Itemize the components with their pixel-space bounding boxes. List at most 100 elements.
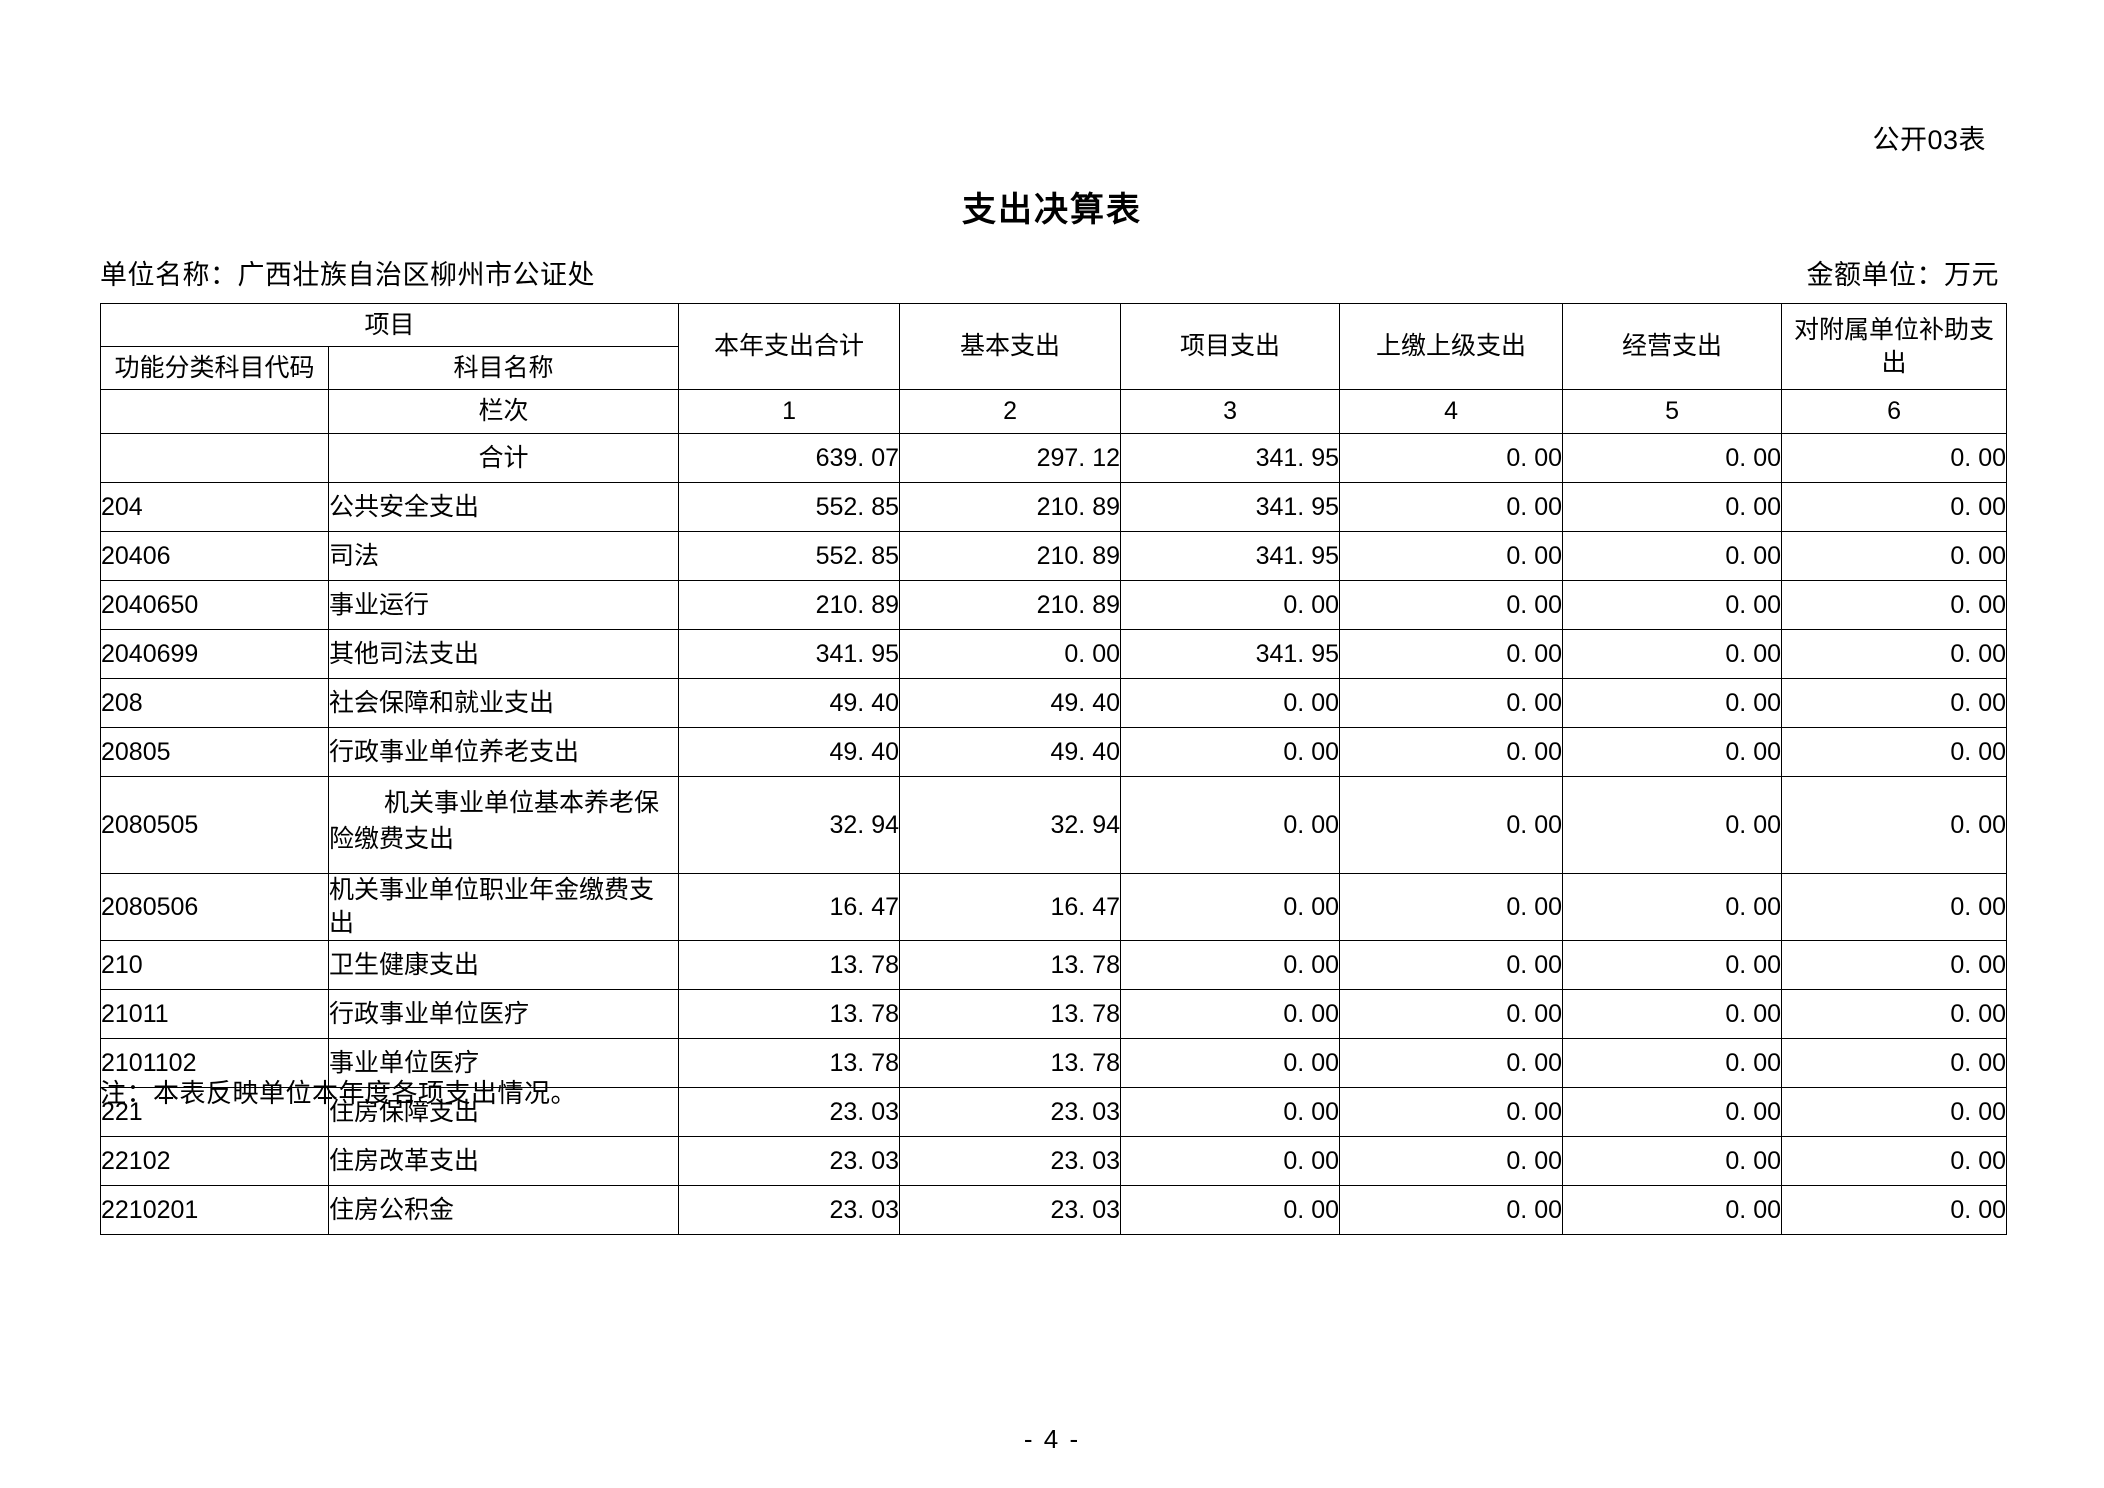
cell-value-col3: 0. 00 — [1120, 1087, 1341, 1137]
cell-value-col5: 0. 00 — [1562, 989, 1783, 1039]
page-number: - 4 - — [1023, 1424, 1081, 1454]
cell-value-col3: 0. 00 — [1120, 1185, 1341, 1235]
cell-value-col4: 0. 00 — [1339, 678, 1564, 728]
cell-value-col6: 0. 00 — [1781, 531, 2008, 581]
lane-row: 栏次 1 2 3 4 5 6 — [100, 389, 2008, 434]
cell-subject-name: 行政事业单位养老支出 — [327, 727, 680, 777]
cell-value-col5: 0. 00 — [1562, 433, 1783, 483]
cell-subject-name: 公共安全支出 — [327, 482, 680, 532]
header-function-code: 功能分类科目代码 — [100, 346, 329, 390]
cell-value-col5: 0. 00 — [1562, 1087, 1783, 1137]
header-col-6: 对附属单位补助支出 — [1781, 303, 2008, 390]
cell-value-col3: 0. 00 — [1120, 776, 1341, 874]
cell-subject-name: 事业单位医疗 — [327, 1038, 680, 1088]
cell-value-col4: 0. 00 — [1339, 776, 1564, 874]
cell-value-col3: 0. 00 — [1120, 678, 1341, 728]
cell-function-code: 22102 — [100, 1136, 329, 1186]
cell-value-col6: 0. 00 — [1781, 727, 2008, 777]
cell-value-col1: 210. 89 — [678, 580, 901, 630]
cell-subject-name: 住房公积金 — [327, 1185, 680, 1235]
header-col-5: 经营支出 — [1562, 303, 1783, 390]
cell-value-col6: 0. 00 — [1781, 1136, 2008, 1186]
table-row: 2210201 住房公积金 23. 03 23. 03 0. 00 0. 00 0. 00 0… — [100, 1185, 2008, 1235]
cell-subject-name: 机关事业单位基本养老保险缴费支出 — [327, 776, 680, 874]
table-body: 合计 639. 07 297. 12 341. 95 0. 00 0. 00 0. 00 20… — [100, 433, 2008, 1235]
cell-value-col5: 0. 00 — [1562, 531, 1783, 581]
table-note: 注：本表反映单位本年度各项支出情况。 — [100, 1078, 578, 1108]
table-row: 2040650 事业运行 210. 89 210. 89 0. 00 0. 00 0. 00… — [100, 580, 2008, 630]
cell-value-col2: 16. 47 — [899, 873, 1122, 941]
table-row: 2080506 机关事业单位职业年金缴费支出 16. 47 16. 47 0. 00 0.… — [100, 873, 2008, 941]
cell-value-col5: 0. 00 — [1562, 1136, 1783, 1186]
cell-value-col5: 0. 00 — [1562, 727, 1783, 777]
cell-value-col2: 210. 89 — [899, 580, 1122, 630]
cell-value-col4: 0. 00 — [1339, 989, 1564, 1039]
cell-value-col5: 0. 00 — [1562, 1038, 1783, 1088]
cell-value-col3: 0. 00 — [1120, 989, 1341, 1039]
cell-value-col6: 0. 00 — [1781, 629, 2008, 679]
cell-subject-name: 其他司法支出 — [327, 629, 680, 679]
cell-value-col5: 0. 00 — [1562, 482, 1783, 532]
header-row-sub: 功能分类科目代码 科目名称 — [100, 346, 2007, 390]
cell-function-code: 2080506 — [100, 873, 329, 941]
unit-name-label: 单位名称：广西壮族自治区柳州市公证处 — [100, 260, 595, 290]
cell-value-col5: 0. 00 — [1562, 580, 1783, 630]
lane-blank — [100, 389, 329, 434]
cell-function-code: 20406 — [100, 531, 329, 581]
cell-value-col1: 552. 85 — [678, 482, 901, 532]
cell-value-col2: 23. 03 — [899, 1087, 1122, 1137]
cell-value-col2: 23. 03 — [899, 1185, 1122, 1235]
lane-label: 栏次 — [327, 389, 680, 434]
amount-unit-label: 金额单位：万元 — [1806, 260, 1999, 290]
cell-value-col6: 0. 00 — [1781, 989, 2008, 1039]
cell-value-col1: 13. 78 — [678, 989, 901, 1039]
cell-value-col1: 49. 40 — [678, 678, 901, 728]
cell-value-col4: 0. 00 — [1339, 1136, 1564, 1186]
table-row: 20805 行政事业单位养老支出 49. 40 49. 40 0. 00 0. 00 0. … — [100, 727, 2008, 777]
cell-value-col1: 341. 95 — [678, 629, 901, 679]
table-row: 20406 司法 552. 85 210. 89 341. 95 0. 00 0. 00 0.… — [100, 531, 2008, 581]
cell-value-col1: 13. 78 — [678, 1038, 901, 1088]
cell-value-col2: 23. 03 — [899, 1136, 1122, 1186]
cell-function-code: 221 — [100, 1087, 329, 1137]
lane-number-4: 4 — [1339, 389, 1564, 434]
cell-value-col2: 0. 00 — [899, 629, 1122, 679]
table-row: 2080505 机关事业单位基本养老保险缴费支出 32. 94 32. 94 0. 00… — [100, 776, 2008, 874]
cell-value-col4: 0. 00 — [1339, 433, 1564, 483]
cell-value-col2: 49. 40 — [899, 727, 1122, 777]
cell-value-col1: 16. 47 — [678, 873, 901, 941]
table-row: 21011 行政事业单位医疗 13. 78 13. 78 0. 00 0. 00 0. 00… — [100, 989, 2008, 1039]
cell-value-col3: 0. 00 — [1120, 1136, 1341, 1186]
header-subject-name: 科目名称 — [327, 346, 680, 390]
cell-subject-name: 事业运行 — [327, 580, 680, 630]
cell-subject-name: 合计 — [327, 433, 680, 483]
lane-number-5: 5 — [1562, 389, 1783, 434]
cell-value-col2: 297. 12 — [899, 433, 1122, 483]
cell-value-col2: 13. 78 — [899, 940, 1122, 990]
cell-value-col4: 0. 00 — [1339, 482, 1564, 532]
cell-value-col1: 23. 03 — [678, 1087, 901, 1137]
cell-value-col6: 0. 00 — [1781, 776, 2008, 874]
cell-value-col1: 639. 07 — [678, 433, 901, 483]
cell-value-col4: 0. 00 — [1339, 1087, 1564, 1137]
expenditure-table: 项目 本年支出合计 基本支出 项目支出 上缴上级支出 经营支出 对附属单位补助支… — [99, 303, 2008, 1235]
header-col-1: 本年支出合计 — [678, 303, 901, 390]
cell-value-col6: 0. 00 — [1781, 580, 2008, 630]
cell-subject-name: 社会保障和就业支出 — [327, 678, 680, 728]
lane-number-3: 3 — [1120, 389, 1341, 434]
cell-subject-name: 司法 — [327, 531, 680, 581]
header-col-3: 项目支出 — [1120, 303, 1341, 390]
cell-value-col4: 0. 00 — [1339, 727, 1564, 777]
expenditure-table-wrapper: 项目 本年支出合计 基本支出 项目支出 上缴上级支出 经营支出 对附属单位补助支… — [99, 303, 2008, 1235]
header-col-2: 基本支出 — [899, 303, 1122, 390]
table-row: 208 社会保障和就业支出 49. 40 49. 40 0. 00 0. 00 0. 00 0… — [100, 678, 2008, 728]
table-row: 221 住房保障支出 23. 03 23. 03 0. 00 0. 00 0. 00 0. 0… — [100, 1087, 2008, 1137]
table-row: 2040699 其他司法支出 341. 95 0. 00 341. 95 0. 00 0. … — [100, 629, 2008, 679]
cell-value-col4: 0. 00 — [1339, 1185, 1564, 1235]
cell-value-col5: 0. 00 — [1562, 940, 1783, 990]
cell-value-col1: 32. 94 — [678, 776, 901, 874]
cell-subject-name: 卫生健康支出 — [327, 940, 680, 990]
cell-value-col3: 0. 00 — [1120, 580, 1341, 630]
cell-value-col2: 13. 78 — [899, 1038, 1122, 1088]
cell-value-col3: 0. 00 — [1120, 940, 1341, 990]
